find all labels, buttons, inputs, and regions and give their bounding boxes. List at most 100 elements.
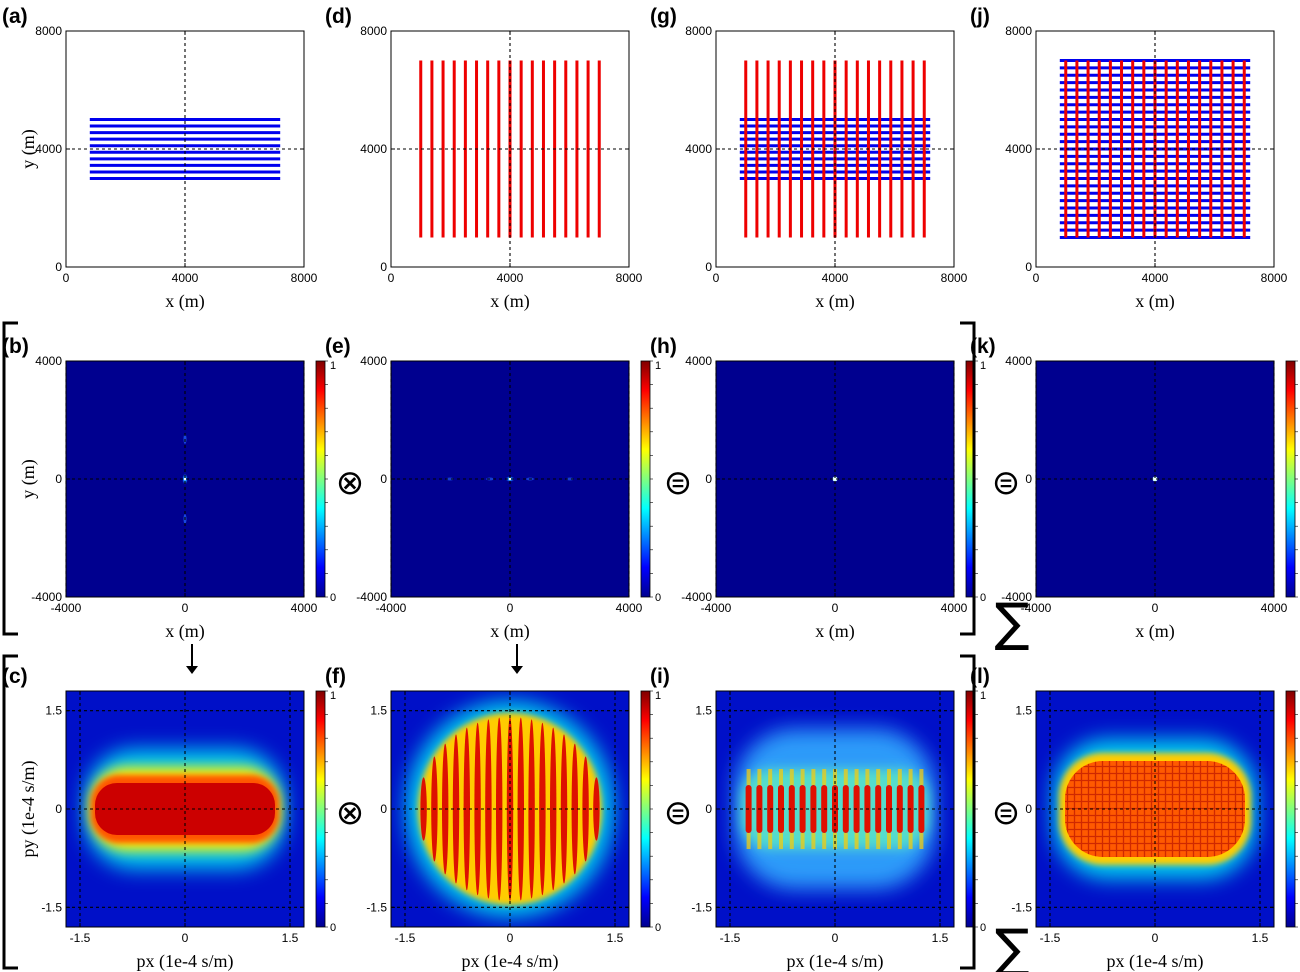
spectrum-stripe-tip xyxy=(919,833,924,849)
spectrum-stripe-tip xyxy=(843,833,848,849)
y-tick-label: 1.5 xyxy=(695,704,712,718)
spectrum-stripe-tip xyxy=(887,833,891,849)
y-tick-label: 0 xyxy=(705,802,712,816)
panel-label: (k) xyxy=(970,335,996,358)
spectrum-stripe xyxy=(506,716,514,902)
y-tick-label: 0 xyxy=(380,260,387,274)
equals-operator: ⊜ xyxy=(664,463,693,503)
spectrum-stripe xyxy=(517,717,524,901)
y-tick-label: 0 xyxy=(380,472,387,486)
spectrum-stripe xyxy=(832,785,838,833)
y-tick-label: 1.5 xyxy=(1015,704,1032,718)
psf-sidelobe xyxy=(566,477,574,481)
heatmap-image xyxy=(1036,691,1274,927)
y-tick-label: 8000 xyxy=(1005,24,1032,38)
y-tick-label: 4000 xyxy=(685,142,712,156)
panel-label: (e) xyxy=(325,335,351,358)
y-tick-label: 8000 xyxy=(35,24,62,38)
x-tick-label: 0 xyxy=(182,601,189,615)
right-bracket xyxy=(960,654,976,970)
y-tick-label: 4000 xyxy=(685,354,712,368)
spectrum-stripe-tip xyxy=(800,833,805,849)
x-axis-label: px (1e-4 s/m) xyxy=(787,951,884,972)
x-axis-label: x (m) xyxy=(815,291,855,312)
spectrum-stripe-tip xyxy=(779,833,783,849)
x-axis-label: px (1e-4 s/m) xyxy=(462,951,559,972)
x-tick-label: -1.5 xyxy=(720,931,741,945)
spectrum-stripe xyxy=(886,785,892,833)
colorbar-min-label: 0 xyxy=(980,922,986,934)
colorbar xyxy=(315,360,326,598)
spectrum-stripe-tip xyxy=(822,833,827,849)
spectrum-layers xyxy=(1053,739,1257,879)
psf-center xyxy=(508,477,512,481)
x-tick-label: 0 xyxy=(63,271,70,285)
equals-operator: ⊜ xyxy=(992,463,1021,503)
spectrum-stripe xyxy=(452,734,460,884)
x-tick-label: 0 xyxy=(1152,601,1159,615)
colorbar-min-label: 0 xyxy=(655,592,661,604)
y-tick-label: -1.5 xyxy=(691,900,712,914)
y-tick-label: 4000 xyxy=(360,142,387,156)
spectrum-stripe-tip xyxy=(800,769,805,785)
x-tick-label: 0 xyxy=(832,931,839,945)
y-tick-label: 0 xyxy=(1025,260,1032,274)
x-tick-label: 8000 xyxy=(941,271,968,285)
spectrum-stripe-tip xyxy=(746,833,751,849)
y-tick-label: 0 xyxy=(1025,802,1032,816)
y-tick-label: 0 xyxy=(55,472,62,486)
y-axis-label: y (m) xyxy=(18,129,39,169)
colorbar xyxy=(1285,690,1296,928)
y-tick-label: 4000 xyxy=(35,142,62,156)
x-tick-label: -4000 xyxy=(701,601,732,615)
spectrum-stripe-tip xyxy=(908,769,913,785)
panel-label: (h) xyxy=(650,335,677,358)
x-axis-label: x (m) xyxy=(490,291,530,312)
x-tick-label: 4000 xyxy=(616,601,643,615)
x-axis-label: x (m) xyxy=(165,621,205,642)
y-tick-label: 0 xyxy=(380,802,387,816)
left-bracket xyxy=(2,321,18,636)
colorbar-min-label: 0 xyxy=(655,922,661,934)
y-tick-label: 1.5 xyxy=(45,704,62,718)
x-axis-label: x (m) xyxy=(1135,621,1175,642)
x-tick-label: 1.5 xyxy=(932,931,949,945)
panel-label: (j) xyxy=(970,5,990,28)
multiply-operator: ⊗ xyxy=(336,463,365,503)
x-tick-label: 8000 xyxy=(616,271,643,285)
spectrum-stripe-tip xyxy=(854,833,859,849)
spectrum-stripe xyxy=(896,785,903,833)
x-tick-label: 0 xyxy=(388,271,395,285)
psf-center xyxy=(183,477,187,481)
x-tick-label: -4000 xyxy=(376,601,407,615)
spectrum-stripe-tip xyxy=(897,769,902,785)
colorbar-max-label: 1 xyxy=(655,360,661,372)
x-tick-label: 4000 xyxy=(1142,271,1169,285)
spectrum-core xyxy=(95,783,275,835)
panel-label: (c) xyxy=(2,665,28,688)
y-axis-label: y (m) xyxy=(18,459,39,499)
y-tick-label: 0 xyxy=(705,260,712,274)
arrow-down-head xyxy=(186,666,198,674)
spectrum-stripe-tip xyxy=(779,769,783,785)
y-tick-label: 8000 xyxy=(360,24,387,38)
colorbar xyxy=(1285,360,1296,598)
x-tick-label: -4000 xyxy=(1021,601,1052,615)
spectrum-stripe-tip xyxy=(887,769,891,785)
x-tick-label: 4000 xyxy=(822,271,849,285)
colorbar xyxy=(640,690,651,928)
y-tick-label: 4000 xyxy=(1005,354,1032,368)
spectrum-stripe xyxy=(463,727,470,891)
y-tick-label: 0 xyxy=(1025,472,1032,486)
x-axis-label: px (1e-4 s/m) xyxy=(1107,951,1204,972)
colorbar-max-label: 1 xyxy=(980,690,986,702)
colorbar-max-label: 1 xyxy=(980,360,986,372)
x-axis-label: x (m) xyxy=(1135,291,1175,312)
x-tick-label: -1.5 xyxy=(395,931,416,945)
spectrum-stripe xyxy=(842,785,849,833)
x-tick-label: 1.5 xyxy=(1252,931,1269,945)
spectrum-stripe-tip xyxy=(854,769,859,785)
heatmap-image xyxy=(391,691,629,927)
panel-label: (b) xyxy=(2,335,29,358)
